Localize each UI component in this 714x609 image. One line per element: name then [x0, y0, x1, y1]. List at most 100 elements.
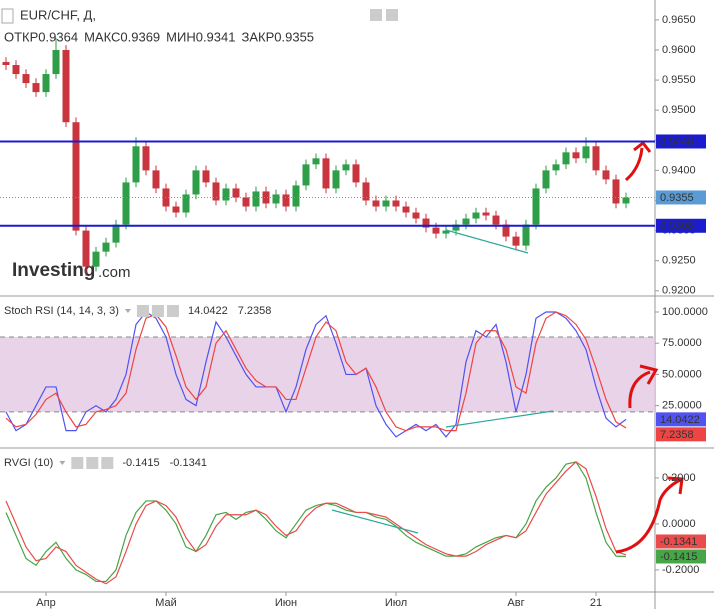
candle-body — [622, 197, 630, 204]
candle-body — [402, 206, 410, 213]
candle-body — [122, 182, 130, 225]
candle-body — [352, 164, 360, 183]
candle-body — [512, 236, 520, 246]
candle-body — [382, 200, 390, 207]
ohlc-label: ЗАКР — [241, 29, 274, 44]
candle-body — [222, 188, 230, 201]
candle-body — [262, 191, 270, 204]
candle-body — [32, 83, 40, 93]
candle-body — [302, 164, 310, 186]
last-value-label-box — [656, 412, 706, 427]
close-icon[interactable] — [101, 457, 114, 469]
eye-icon[interactable] — [71, 457, 84, 469]
candle-body — [322, 158, 330, 189]
candle-body — [292, 185, 300, 207]
settings-icon[interactable] — [386, 9, 398, 21]
ohlc-value: 0.9369 — [120, 29, 160, 44]
last-value-label-box — [656, 427, 706, 442]
level-label: 0.9308 — [660, 220, 694, 232]
legend-value: -0.1415 — [122, 457, 159, 469]
candle-body — [202, 170, 210, 183]
y-tick-label: 50.0000 — [662, 368, 702, 380]
series-line — [5, 461, 627, 585]
settings-icon[interactable] — [151, 305, 164, 317]
candle-body — [472, 212, 480, 219]
dropdown — [59, 461, 66, 465]
candle-body — [542, 170, 550, 189]
candle-body — [282, 194, 290, 207]
candle-body — [602, 170, 610, 180]
last-price-label: 0.9355 — [660, 192, 694, 204]
indicator-title: Stoch RSI (14, 14, 3, 3) — [4, 305, 119, 317]
candle-body — [462, 218, 470, 225]
last-value-label: 14.0422 — [660, 414, 700, 426]
eye-icon[interactable] — [136, 305, 149, 317]
arrow-annotation — [628, 364, 659, 409]
y-tick-label: 0.9400 — [662, 164, 696, 176]
candle-body — [22, 74, 30, 84]
last-value-label: 7.2358 — [660, 429, 694, 441]
x-tick-label: Июн — [275, 597, 297, 609]
ohlc-value: 0.9364 — [38, 29, 78, 44]
candle-body — [212, 182, 220, 201]
candle-body — [592, 146, 600, 171]
candle-body — [232, 188, 240, 198]
candle-body — [152, 170, 160, 189]
y-tick-label: 0.9200 — [662, 285, 696, 297]
candle-body — [522, 224, 530, 246]
eye-icon[interactable] — [370, 9, 382, 21]
ohlc-legend: ОТКР 0.9364 МАКС 0.9369 МИН 0.9341 ЗАКР 0.9355 — [4, 29, 314, 44]
candle-body — [242, 197, 250, 207]
candle-body — [142, 146, 150, 171]
last-value-label: -0.1415 — [660, 551, 697, 563]
y-tick-label: 0.0000 — [662, 518, 696, 530]
candle-body — [562, 152, 570, 165]
candle-body — [362, 182, 370, 201]
candle-body — [2, 62, 10, 66]
y-tick-label: 0.9600 — [662, 44, 696, 56]
level-label-box — [656, 218, 706, 233]
settings-icon[interactable] — [86, 457, 99, 469]
candle-body — [42, 74, 50, 93]
candle-body — [172, 206, 180, 213]
candle-body — [182, 194, 190, 213]
candle-body — [252, 191, 260, 207]
y-tick-label: 0.9500 — [662, 104, 696, 116]
level-label: 0.9448 — [660, 136, 694, 148]
y-tick-label: -0.2000 — [662, 564, 699, 576]
trend-line — [445, 410, 554, 428]
collapse-button[interactable] — [1, 8, 14, 24]
trend-line — [331, 509, 419, 534]
indicator-title: RVGI (10) — [4, 457, 53, 469]
candle-body — [492, 215, 500, 225]
series-line — [5, 461, 627, 583]
y-tick-label: 0.9550 — [662, 74, 696, 86]
candle-body — [82, 230, 90, 267]
arrow-annotation — [615, 476, 684, 554]
x-tick-label: Апр — [36, 597, 55, 609]
close-icon[interactable] — [166, 305, 179, 317]
legend-value: 7.2358 — [238, 305, 272, 317]
candle-body — [422, 218, 430, 228]
candle-body — [72, 122, 80, 231]
watermark: Investing — [12, 260, 95, 281]
candle-body — [442, 230, 450, 234]
x-tick-label: Май — [155, 597, 177, 609]
candle-body — [532, 188, 540, 225]
watermark: .com — [98, 264, 131, 281]
candle-body — [132, 146, 140, 183]
candle-body — [52, 49, 60, 75]
band — [0, 336, 655, 412]
legend-value: -0.1341 — [170, 457, 207, 469]
candle-body — [12, 65, 20, 75]
candle-body — [612, 179, 620, 204]
y-tick-label: 0.2000 — [662, 472, 696, 484]
y-tick-label: 100.0000 — [662, 306, 708, 318]
candle-body — [482, 212, 490, 216]
symbol: EUR/CHF, Д, — [20, 7, 96, 22]
y-tick-label: 0.9250 — [662, 255, 696, 267]
candle-body — [312, 158, 320, 165]
candle-body — [102, 242, 110, 252]
candle-body — [62, 49, 70, 123]
